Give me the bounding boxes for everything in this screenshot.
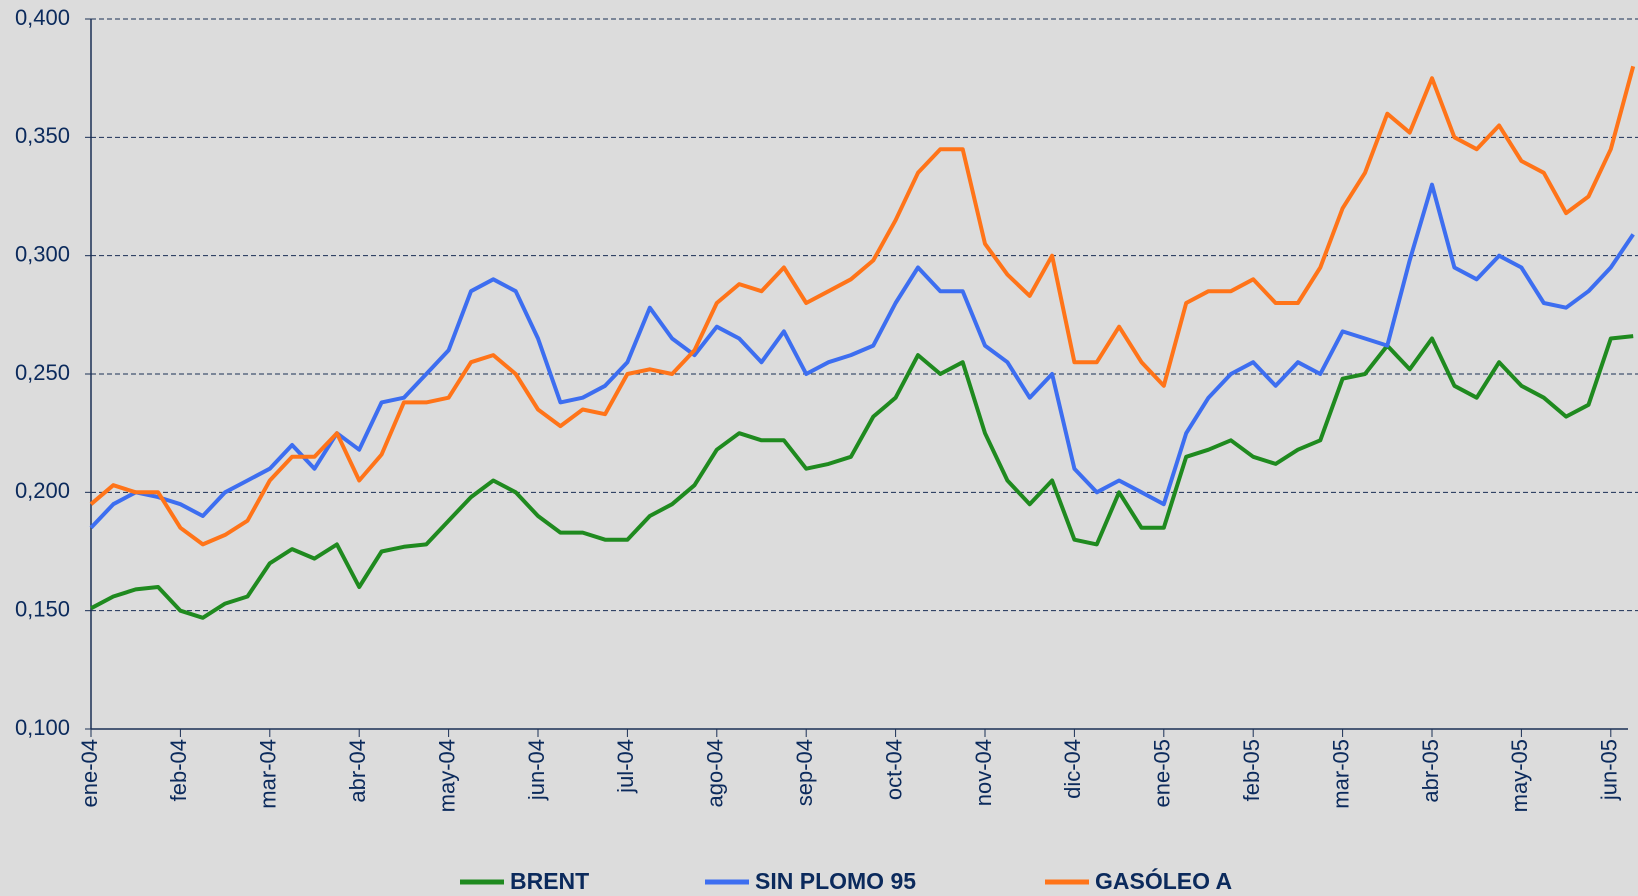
x-tick-label: oct-04 — [881, 739, 906, 800]
y-tick-label: 0,400 — [15, 5, 70, 30]
legend-label: BRENT — [510, 868, 589, 894]
x-tick-label: ene-04 — [77, 739, 102, 808]
x-tick-label: feb-05 — [1239, 739, 1264, 801]
legend-label: SIN PLOMO 95 — [755, 868, 916, 894]
series-line — [89, 182, 1635, 530]
x-tick-label: sep-04 — [792, 739, 817, 806]
x-tick-label: dic-04 — [1060, 739, 1085, 799]
series-line — [90, 334, 1634, 620]
x-tick-label: jun-04 — [524, 739, 549, 801]
y-tick-label: 0,200 — [15, 478, 70, 503]
x-tick-label: ene-05 — [1150, 739, 1175, 808]
x-tick-label: abr-05 — [1418, 739, 1443, 803]
x-tick-label: ago-04 — [703, 739, 728, 808]
x-tick-label: jul-04 — [613, 739, 638, 794]
x-tick-label: may-05 — [1507, 739, 1532, 812]
y-tick-label: 0,250 — [15, 360, 70, 385]
x-tick-label: jun-05 — [1597, 739, 1622, 801]
x-tick-label: may-04 — [434, 739, 459, 812]
x-tick-label: mar-05 — [1328, 739, 1353, 809]
series-line — [89, 65, 1636, 547]
y-tick-label: 0,150 — [15, 596, 70, 621]
y-tick-label: 0,350 — [15, 123, 70, 148]
x-tick-label: feb-04 — [166, 739, 191, 801]
y-tick-label: 0,100 — [15, 715, 70, 740]
x-tick-label: mar-04 — [256, 739, 281, 809]
x-tick-label: nov-04 — [971, 739, 996, 806]
legend-label: GASÓLEO A — [1095, 867, 1232, 894]
y-tick-label: 0,300 — [15, 241, 70, 266]
x-tick-label: abr-04 — [345, 739, 370, 803]
